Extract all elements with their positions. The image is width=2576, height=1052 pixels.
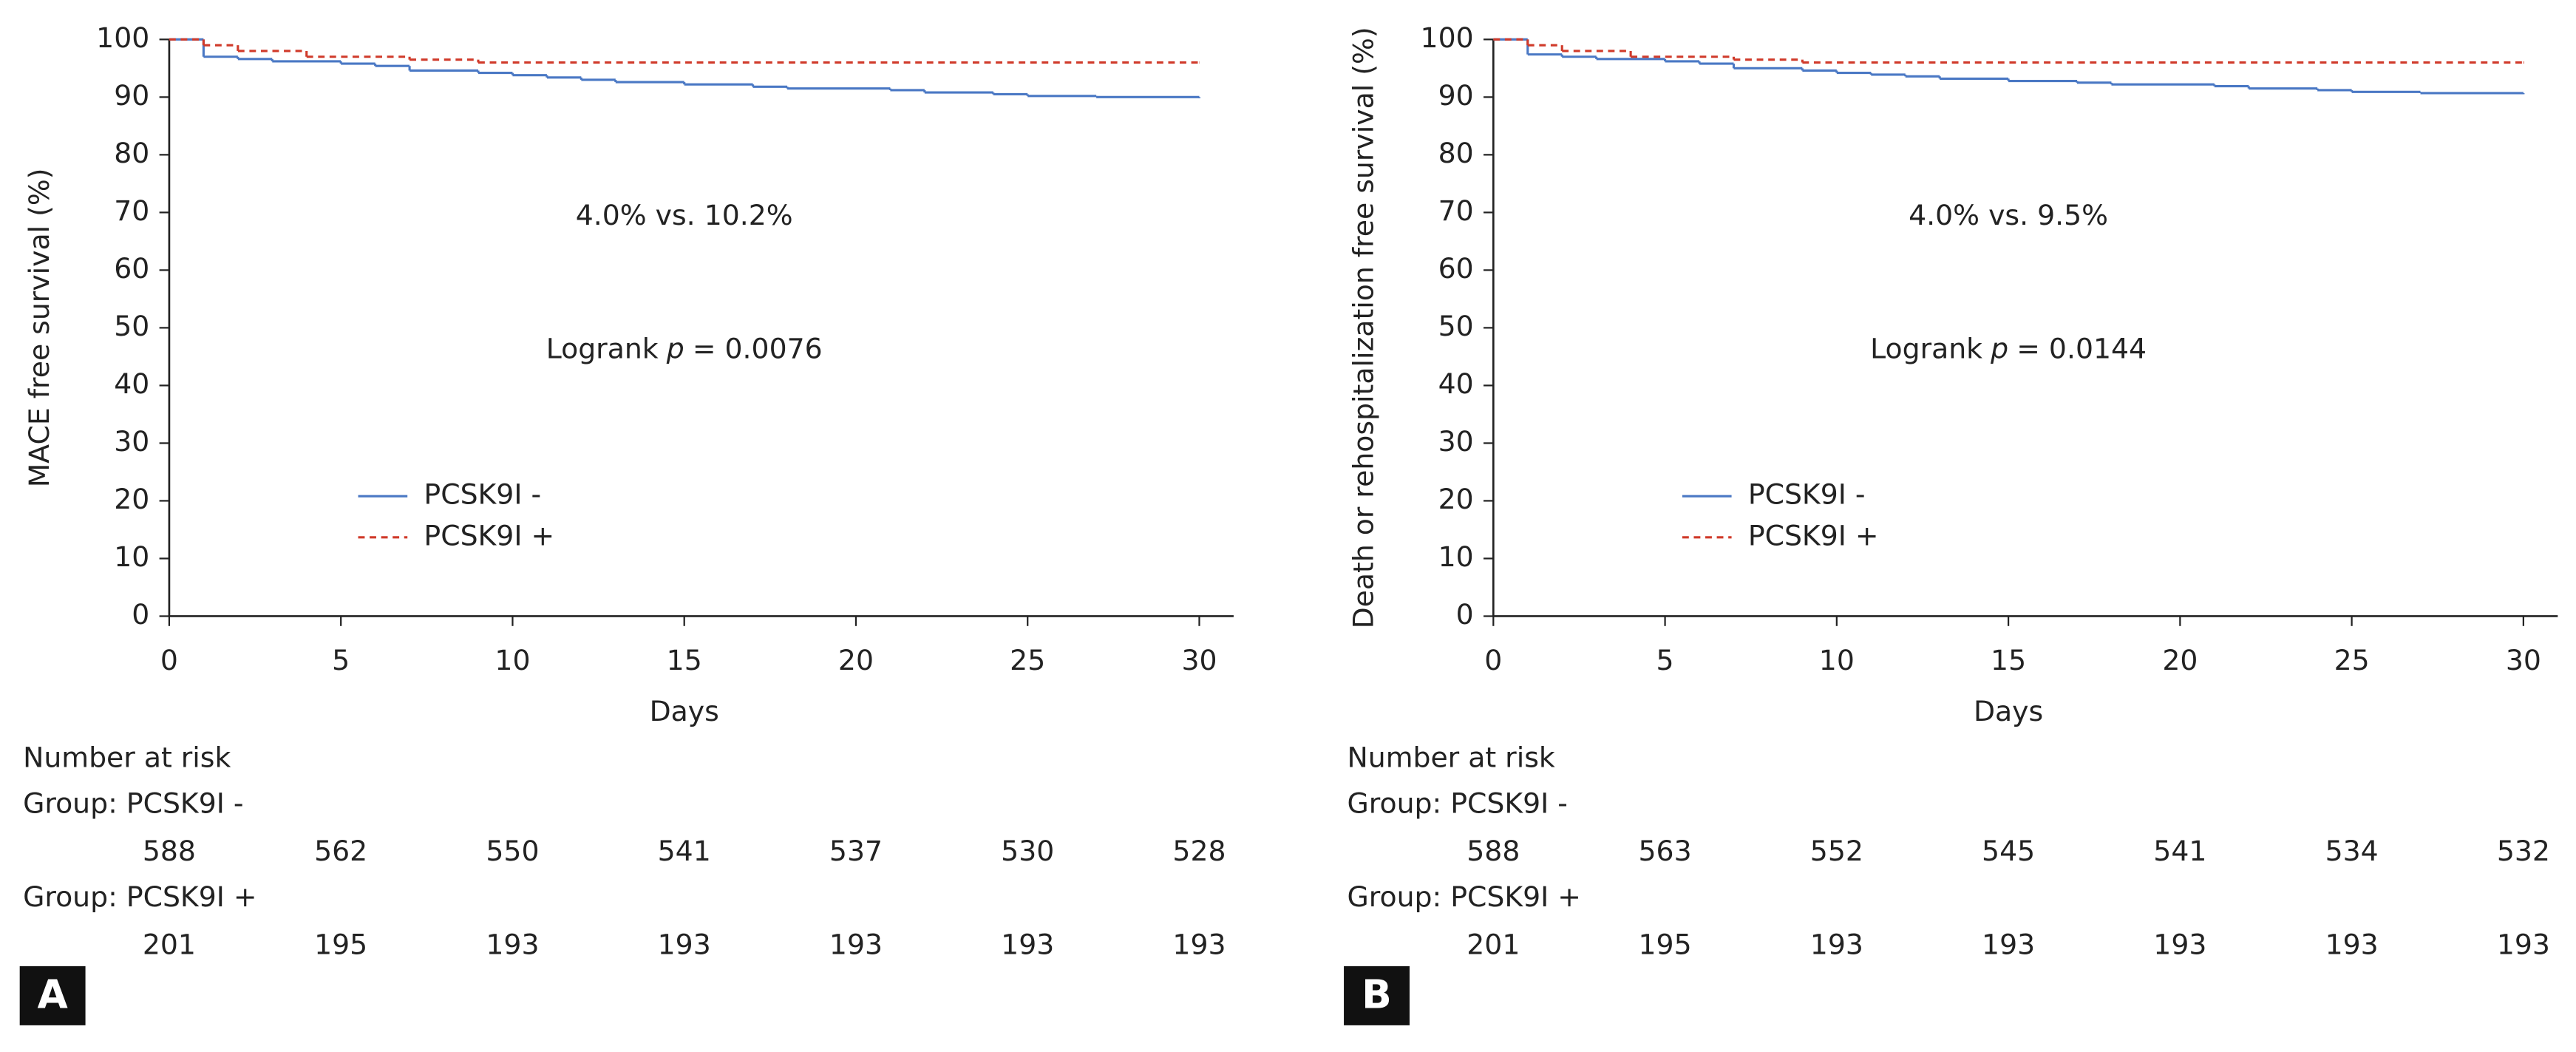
risk-count: 195: [314, 929, 367, 961]
risk-count: 193: [1001, 929, 1054, 961]
x-tick-label: 20: [2162, 644, 2198, 676]
risk-group-label: Group: PCSK9I -: [1348, 787, 1568, 820]
y-tick-label: 100: [96, 21, 149, 54]
y-axis-label: MACE free survival (%): [23, 169, 55, 488]
risk-count: 193: [1982, 929, 2035, 961]
risk-count: 193: [486, 929, 539, 961]
y-tick-label: 10: [1438, 540, 1474, 573]
y-tick-label: 40: [1438, 367, 1474, 400]
risk-count: 195: [1639, 929, 1692, 961]
risk-count: 201: [1467, 929, 1520, 961]
y-tick-label: 20: [1438, 483, 1474, 515]
y-tick-label: 30: [1438, 425, 1474, 458]
logrank-part: = 0.0144: [2016, 332, 2147, 364]
logrank-part: Logrank: [546, 332, 659, 364]
y-tick-label: 70: [114, 194, 149, 227]
risk-count: 588: [143, 835, 196, 867]
risk-count: 550: [486, 835, 539, 867]
y-tick-label: 60: [1438, 252, 1474, 285]
legend-label: PCSK9I +: [1748, 519, 1879, 552]
y-tick-label: 0: [1456, 598, 1474, 631]
logrank-part: Logrank: [1870, 332, 1982, 364]
risk-count: 193: [1810, 929, 1863, 961]
risk-count: 588: [1467, 835, 1520, 867]
risk-count: 563: [1639, 835, 1692, 867]
risk-count: 193: [1172, 929, 1226, 961]
x-tick-label: 0: [1484, 644, 1502, 676]
y-tick-label: 90: [114, 79, 149, 112]
annotation: 4.0% vs. 9.5%: [1909, 199, 2108, 231]
x-tick-label: 5: [332, 644, 350, 676]
risk-group-label: Group: PCSK9I +: [23, 880, 256, 913]
risk-count: 552: [1810, 835, 1863, 867]
risk-count: 562: [314, 835, 367, 867]
panel-label-box: [19, 966, 86, 1025]
logrank-part: p: [666, 332, 684, 364]
panel-label: B: [1362, 971, 1392, 1018]
annotation: 4.0% vs. 10.2%: [576, 199, 793, 231]
legend-label: PCSK9I -: [424, 478, 541, 511]
risk-count: 193: [658, 929, 711, 961]
risk-group-label: Group: PCSK9I +: [1348, 880, 1581, 913]
x-tick-label: 25: [1010, 644, 1045, 676]
risk-count: 193: [2325, 929, 2379, 961]
y-tick-label: 90: [1438, 79, 1474, 112]
logrank-part: = 0.0076: [693, 332, 823, 364]
logrank-annotation: Logrank p = 0.0076: [546, 332, 823, 364]
x-tick-label: 5: [1656, 644, 1674, 676]
x-tick-label: 30: [2506, 644, 2541, 676]
x-tick-label: 0: [160, 644, 178, 676]
y-tick-label: 40: [114, 367, 149, 400]
risk-count: 541: [2153, 835, 2206, 867]
risk-count: 530: [1001, 835, 1054, 867]
y-tick-label: 30: [114, 425, 149, 458]
y-tick-label: 80: [114, 137, 149, 169]
x-tick-label: 30: [1181, 644, 1217, 676]
risk-count: 193: [2497, 929, 2550, 961]
x-tick-label: 10: [495, 644, 530, 676]
legend-label: PCSK9I +: [424, 519, 554, 552]
y-tick-label: 50: [1438, 310, 1474, 342]
risk-count: 534: [2325, 835, 2379, 867]
risk-count: 193: [829, 929, 883, 961]
logrank-part: p: [1990, 332, 2008, 364]
risk-table-title: Number at risk: [23, 741, 231, 773]
x-tick-label: 10: [1819, 644, 1855, 676]
risk-group-label: Group: PCSK9I -: [23, 787, 243, 820]
y-tick-label: 50: [114, 310, 149, 342]
x-axis-label: Days: [650, 695, 719, 727]
panel-label-box: [1344, 966, 1410, 1025]
risk-count: 537: [829, 835, 883, 867]
y-tick-label: 20: [114, 483, 149, 515]
y-tick-label: 0: [132, 598, 149, 631]
y-tick-label: 80: [1438, 137, 1474, 169]
risk-count: 201: [143, 929, 196, 961]
legend-label: PCSK9I -: [1748, 478, 1866, 511]
y-tick-label: 100: [1421, 21, 1474, 54]
y-tick-label: 10: [114, 540, 149, 573]
risk-count: 541: [658, 835, 711, 867]
x-tick-label: 25: [2334, 644, 2370, 676]
risk-table-title: Number at risk: [1348, 741, 1555, 773]
x-axis-label: Days: [1974, 695, 2043, 727]
risk-count: 545: [1982, 835, 2035, 867]
y-axis-label: Death or rehospitalization free survival…: [1347, 27, 1379, 628]
risk-count: 532: [2497, 835, 2550, 867]
y-tick-label: 70: [1438, 194, 1474, 227]
x-tick-label: 15: [1991, 644, 2026, 676]
risk-count: 528: [1172, 835, 1226, 867]
x-tick-label: 15: [667, 644, 702, 676]
x-tick-label: 20: [838, 644, 874, 676]
panel-label: A: [37, 971, 68, 1018]
logrank-annotation: Logrank p = 0.0144: [1870, 332, 2147, 364]
y-tick-label: 60: [114, 252, 149, 285]
risk-count: 193: [2153, 929, 2206, 961]
